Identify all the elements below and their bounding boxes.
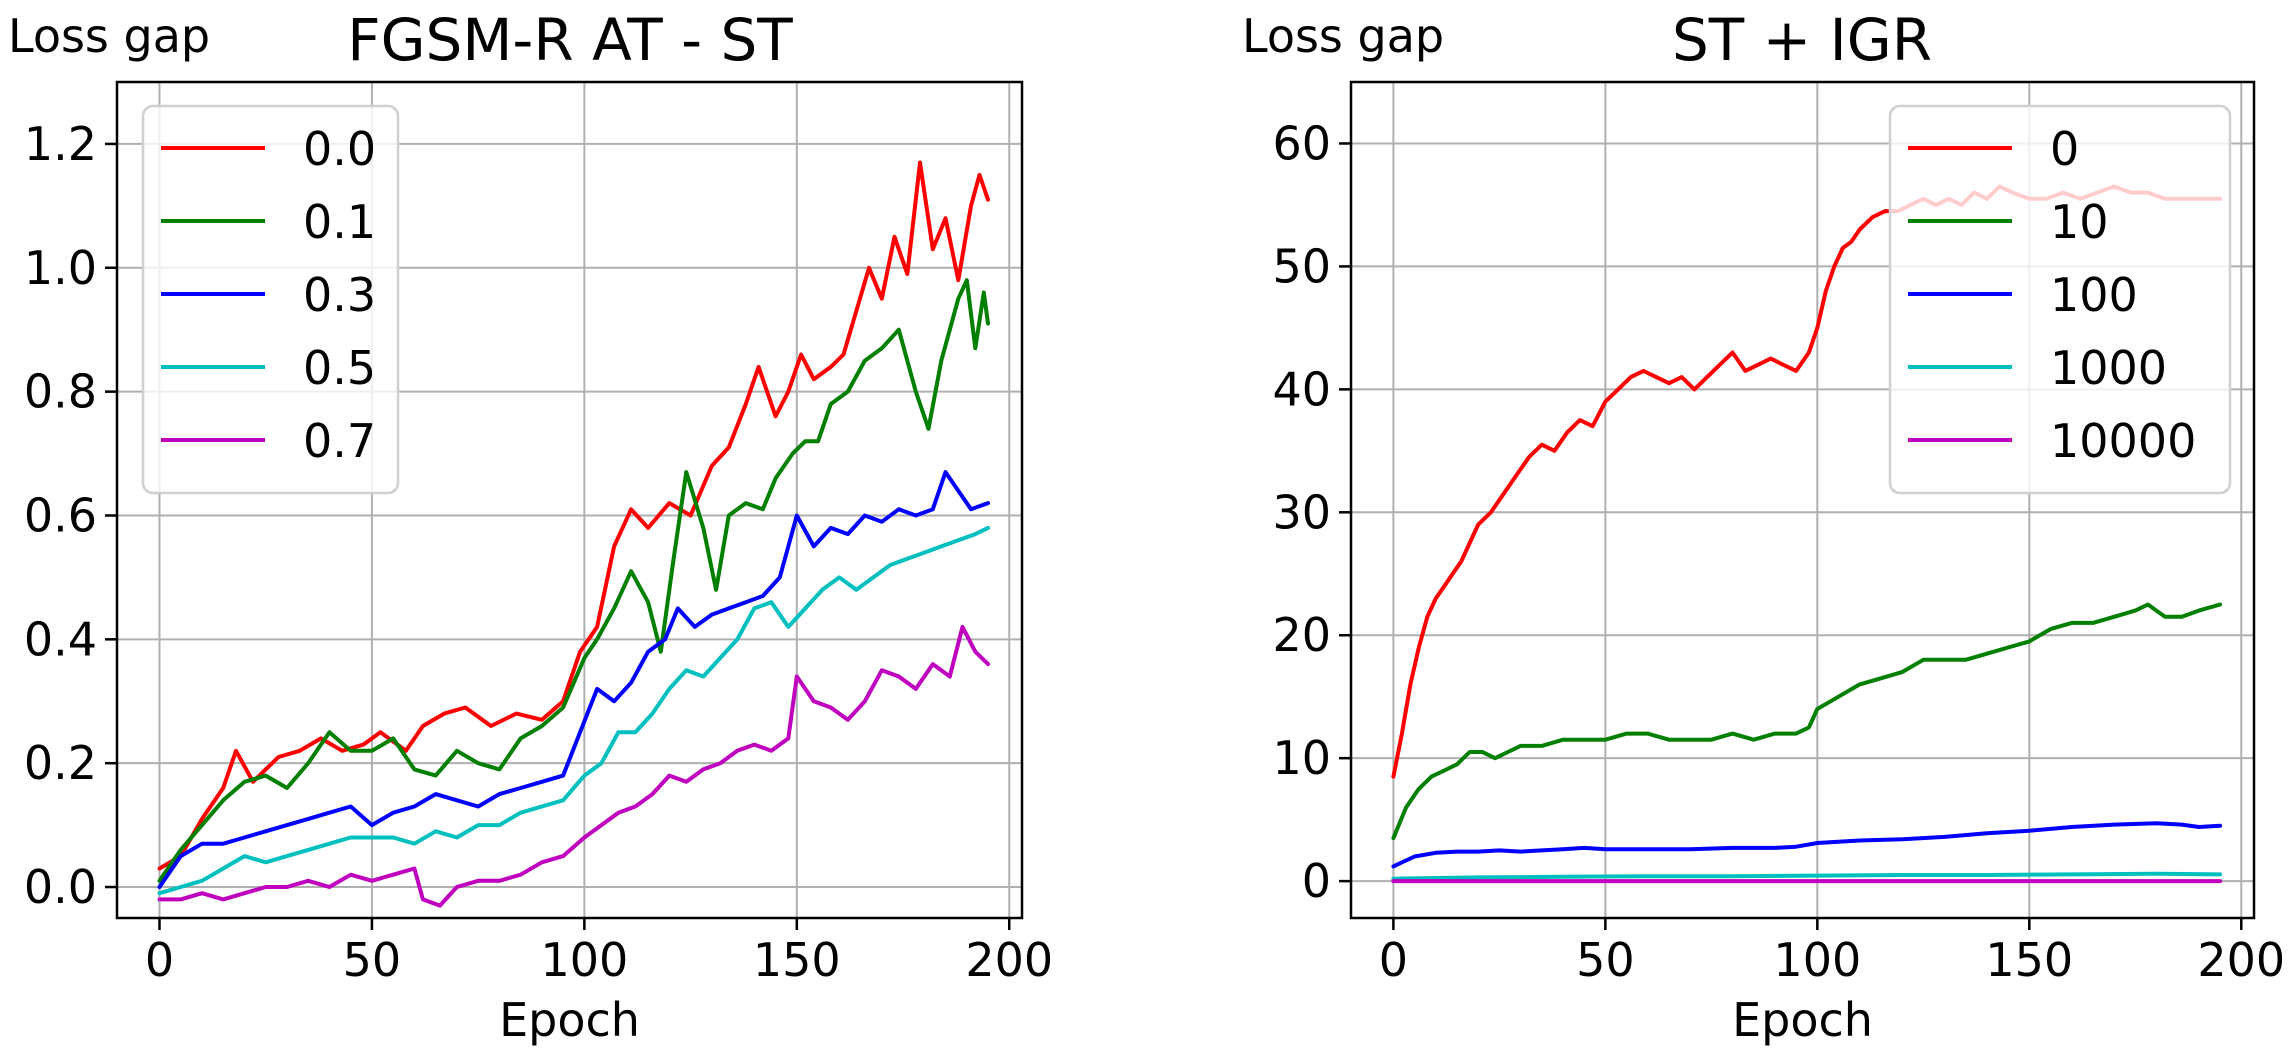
x-axis-label: Epoch: [1732, 993, 1873, 1047]
series-line-0.5: [157, 525, 990, 896]
grid: [1351, 82, 2254, 918]
x-tick-label-2: 100: [1773, 933, 1861, 987]
x-tick-label-2: 100: [540, 933, 628, 987]
x-tick-label-3: 150: [753, 933, 841, 987]
y-tick-label-3: 0.6: [24, 488, 97, 542]
legend-label-0.3: 0.3: [303, 268, 376, 322]
chart-title: FGSM-R AT - ST: [347, 6, 793, 74]
y-tick-label-6: 60: [1272, 116, 1331, 170]
legend-box: [1888, 104, 2232, 495]
series-line-100: [1391, 821, 2223, 869]
series-line-0.3: [157, 470, 990, 889]
legend-label-10000: 10000: [2050, 414, 2196, 468]
x-tick-label-0: 0: [1379, 933, 1408, 987]
legend: 0 10 100 1000 10000: [1888, 104, 2232, 495]
y-axis-label: Loss gap: [1242, 9, 1444, 63]
legend-label-1000: 1000: [2050, 341, 2167, 395]
y-tick-label-5: 1.0: [24, 241, 97, 295]
plot-frame: [115, 80, 1024, 920]
y-tick-label-1: 10: [1272, 731, 1331, 785]
x-tick-label-3: 150: [1985, 933, 2073, 987]
series-line-1000: [1391, 871, 2223, 881]
legend-label-0.5: 0.5: [303, 341, 376, 395]
x-tick-label-0: 0: [145, 933, 174, 987]
legend-box: [141, 104, 400, 495]
y-tick-label-1: 0.2: [24, 736, 97, 790]
x-axis-label: Epoch: [499, 993, 640, 1047]
x-tick-label-1: 50: [343, 933, 402, 987]
y-tick-label-2: 0.4: [24, 612, 97, 666]
chart-1: 0 50 100 150 200 0.0 0.2 0.4 0.6 0.8 1.0 1.2 FGSM-R …: [8, 6, 1053, 1047]
legend-label-0.0: 0.0: [303, 122, 376, 176]
y-tick-label-3: 30: [1272, 485, 1331, 539]
legend-label-0: 0: [2050, 122, 2079, 176]
y-tick-label-4: 40: [1272, 362, 1331, 416]
legend-label-100: 100: [2050, 268, 2138, 322]
y-tick-label-0: 0.0: [24, 860, 97, 914]
y-tick-label-0: 0: [1302, 854, 1331, 908]
y-tick-label-4: 0.8: [24, 365, 97, 419]
chart-title: ST + IGR: [1672, 6, 1932, 74]
y-tick-label-6: 1.2: [24, 117, 97, 171]
y-axis-label: Loss gap: [8, 9, 210, 63]
legend-label-0.7: 0.7: [303, 414, 376, 468]
x-tick-label-1: 50: [1576, 933, 1635, 987]
x-tick-label-4: 200: [2197, 933, 2285, 987]
legend-label-0.1: 0.1: [303, 195, 376, 249]
plot-frame: [1349, 80, 2256, 920]
series-line-10: [1391, 602, 2223, 841]
legend: 0.0 0.1 0.3 0.5 0.7: [141, 104, 400, 495]
series-line-0.1: [157, 278, 990, 883]
x-tick-label-4: 200: [965, 933, 1053, 987]
series-line-0.0: [157, 160, 990, 871]
y-tick-label-5: 50: [1272, 239, 1331, 293]
legend-label-10: 10: [2050, 195, 2109, 249]
series-group: [157, 160, 990, 908]
y-tick-label-2: 20: [1272, 608, 1331, 662]
series-line-0.7: [157, 624, 990, 908]
